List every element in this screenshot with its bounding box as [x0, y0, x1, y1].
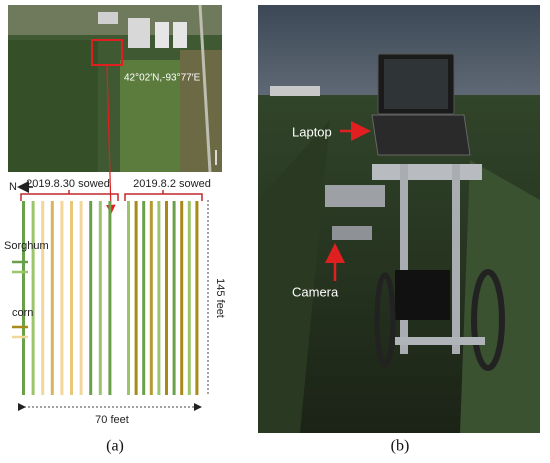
caption: (a) — [106, 438, 124, 455]
legend-label: Sorghum — [4, 240, 49, 252]
aerial-image: 42°02′N,-93°77′E — [8, 4, 222, 173]
plot-row — [195, 201, 199, 395]
zoom-arrow — [106, 64, 116, 215]
plot-row — [142, 201, 146, 395]
coordinates: 42°02′N,-93°77′E — [124, 73, 201, 84]
plot-row — [134, 201, 138, 395]
plot-row — [50, 201, 54, 395]
length-label: 145 feet — [214, 278, 226, 318]
caption: (b) — [391, 438, 410, 455]
plot-row — [108, 201, 112, 395]
width-label: 70 feet — [95, 414, 129, 426]
legend-label: corn — [12, 307, 33, 319]
plot-row — [149, 201, 153, 395]
plot-row — [127, 201, 130, 395]
bracket — [124, 190, 203, 201]
plot-row — [41, 201, 45, 395]
plot-row — [165, 201, 168, 395]
plot-row — [172, 201, 176, 395]
plot-row — [89, 201, 93, 395]
plot-row — [22, 201, 25, 395]
plot-row — [187, 201, 191, 395]
plot-row — [70, 201, 73, 395]
plot-rows — [22, 201, 199, 395]
north-label: N — [9, 181, 17, 193]
plot-row — [157, 201, 161, 395]
plot-row — [98, 201, 102, 395]
bracket — [20, 190, 119, 201]
photo-label: Laptop — [292, 124, 332, 139]
plot-row — [79, 201, 83, 395]
plot-row — [60, 201, 64, 395]
photo-label: Camera — [292, 284, 339, 299]
group-label: 2019.8.30 sowed — [26, 178, 110, 190]
field-photo — [258, 5, 540, 433]
plot-row — [180, 201, 184, 395]
group-label: 2019.8.2 sowed — [133, 178, 211, 190]
plot-row — [31, 201, 35, 395]
